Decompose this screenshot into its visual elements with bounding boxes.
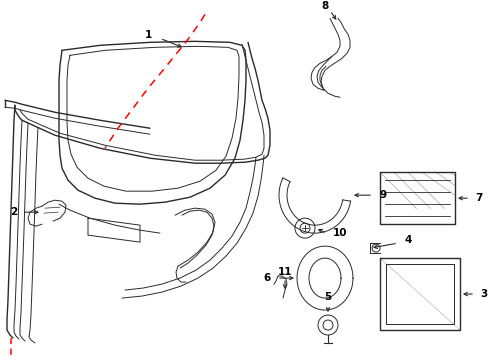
Text: 11: 11 [277, 267, 292, 277]
Text: 4: 4 [404, 235, 411, 245]
Text: 7: 7 [474, 193, 482, 203]
Text: 2: 2 [10, 207, 18, 217]
Text: 5: 5 [324, 292, 331, 302]
Text: 9: 9 [379, 190, 386, 200]
Text: 1: 1 [144, 30, 151, 40]
Text: 6: 6 [263, 273, 270, 283]
Text: 8: 8 [321, 1, 328, 12]
Text: 10: 10 [332, 228, 346, 238]
Text: 3: 3 [479, 289, 487, 299]
